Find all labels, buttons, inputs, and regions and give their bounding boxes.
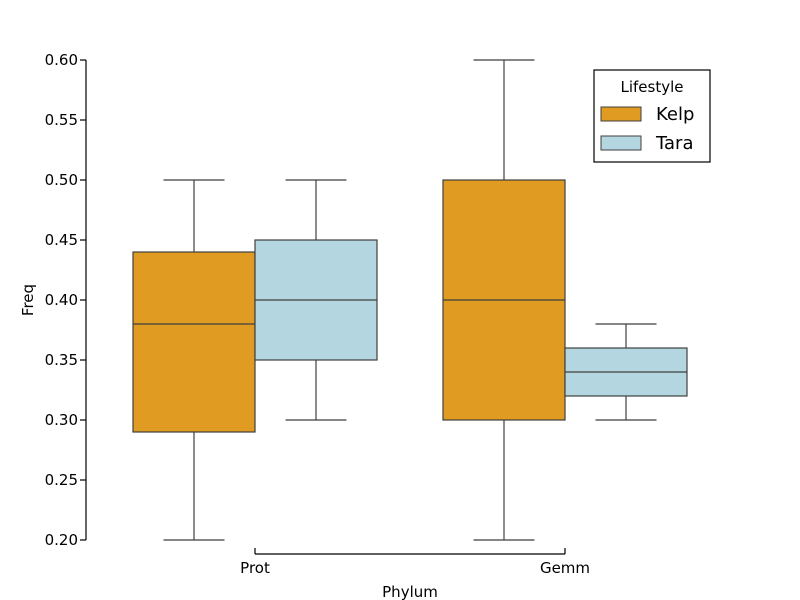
x-axis-title: Phylum — [382, 583, 438, 600]
y-axis-title: Freq — [19, 284, 37, 316]
legend-swatch-tara — [600, 135, 642, 151]
legend-title: Lifestyle — [620, 78, 683, 96]
y-tick-label: 0.20 — [45, 531, 78, 549]
box-tara-gemm — [564, 323, 688, 421]
legend-label-tara: Tara — [655, 133, 693, 154]
x-tick-label: Gemm — [540, 559, 590, 577]
legend-swatch-kelp — [600, 106, 642, 122]
y-tick-label: 0.25 — [45, 471, 78, 489]
y-tick-label: 0.55 — [45, 111, 78, 129]
box-iqr — [132, 251, 256, 433]
box-tara-prot — [254, 179, 378, 421]
x-axis: Prot Gemm — [240, 548, 590, 577]
y-axis: 0.20 0.25 0.30 0.35 0.40 0.45 0.50 0.55 0.60 — [45, 51, 87, 549]
y-tick-label: 0.30 — [45, 411, 78, 429]
box-kelp-prot — [132, 179, 256, 541]
box-kelp-gemm — [442, 59, 566, 541]
y-tick-label: 0.35 — [45, 351, 78, 369]
legend: Lifestyle Kelp Tara — [593, 69, 711, 163]
y-tick-label: 0.50 — [45, 171, 78, 189]
y-tick-label: 0.40 — [45, 291, 78, 309]
boxes-layer — [132, 59, 688, 541]
y-tick-label: 0.60 — [45, 51, 78, 69]
x-tick-label: Prot — [240, 559, 270, 577]
y-tick-label: 0.45 — [45, 231, 78, 249]
legend-label-kelp: Kelp — [656, 104, 694, 125]
